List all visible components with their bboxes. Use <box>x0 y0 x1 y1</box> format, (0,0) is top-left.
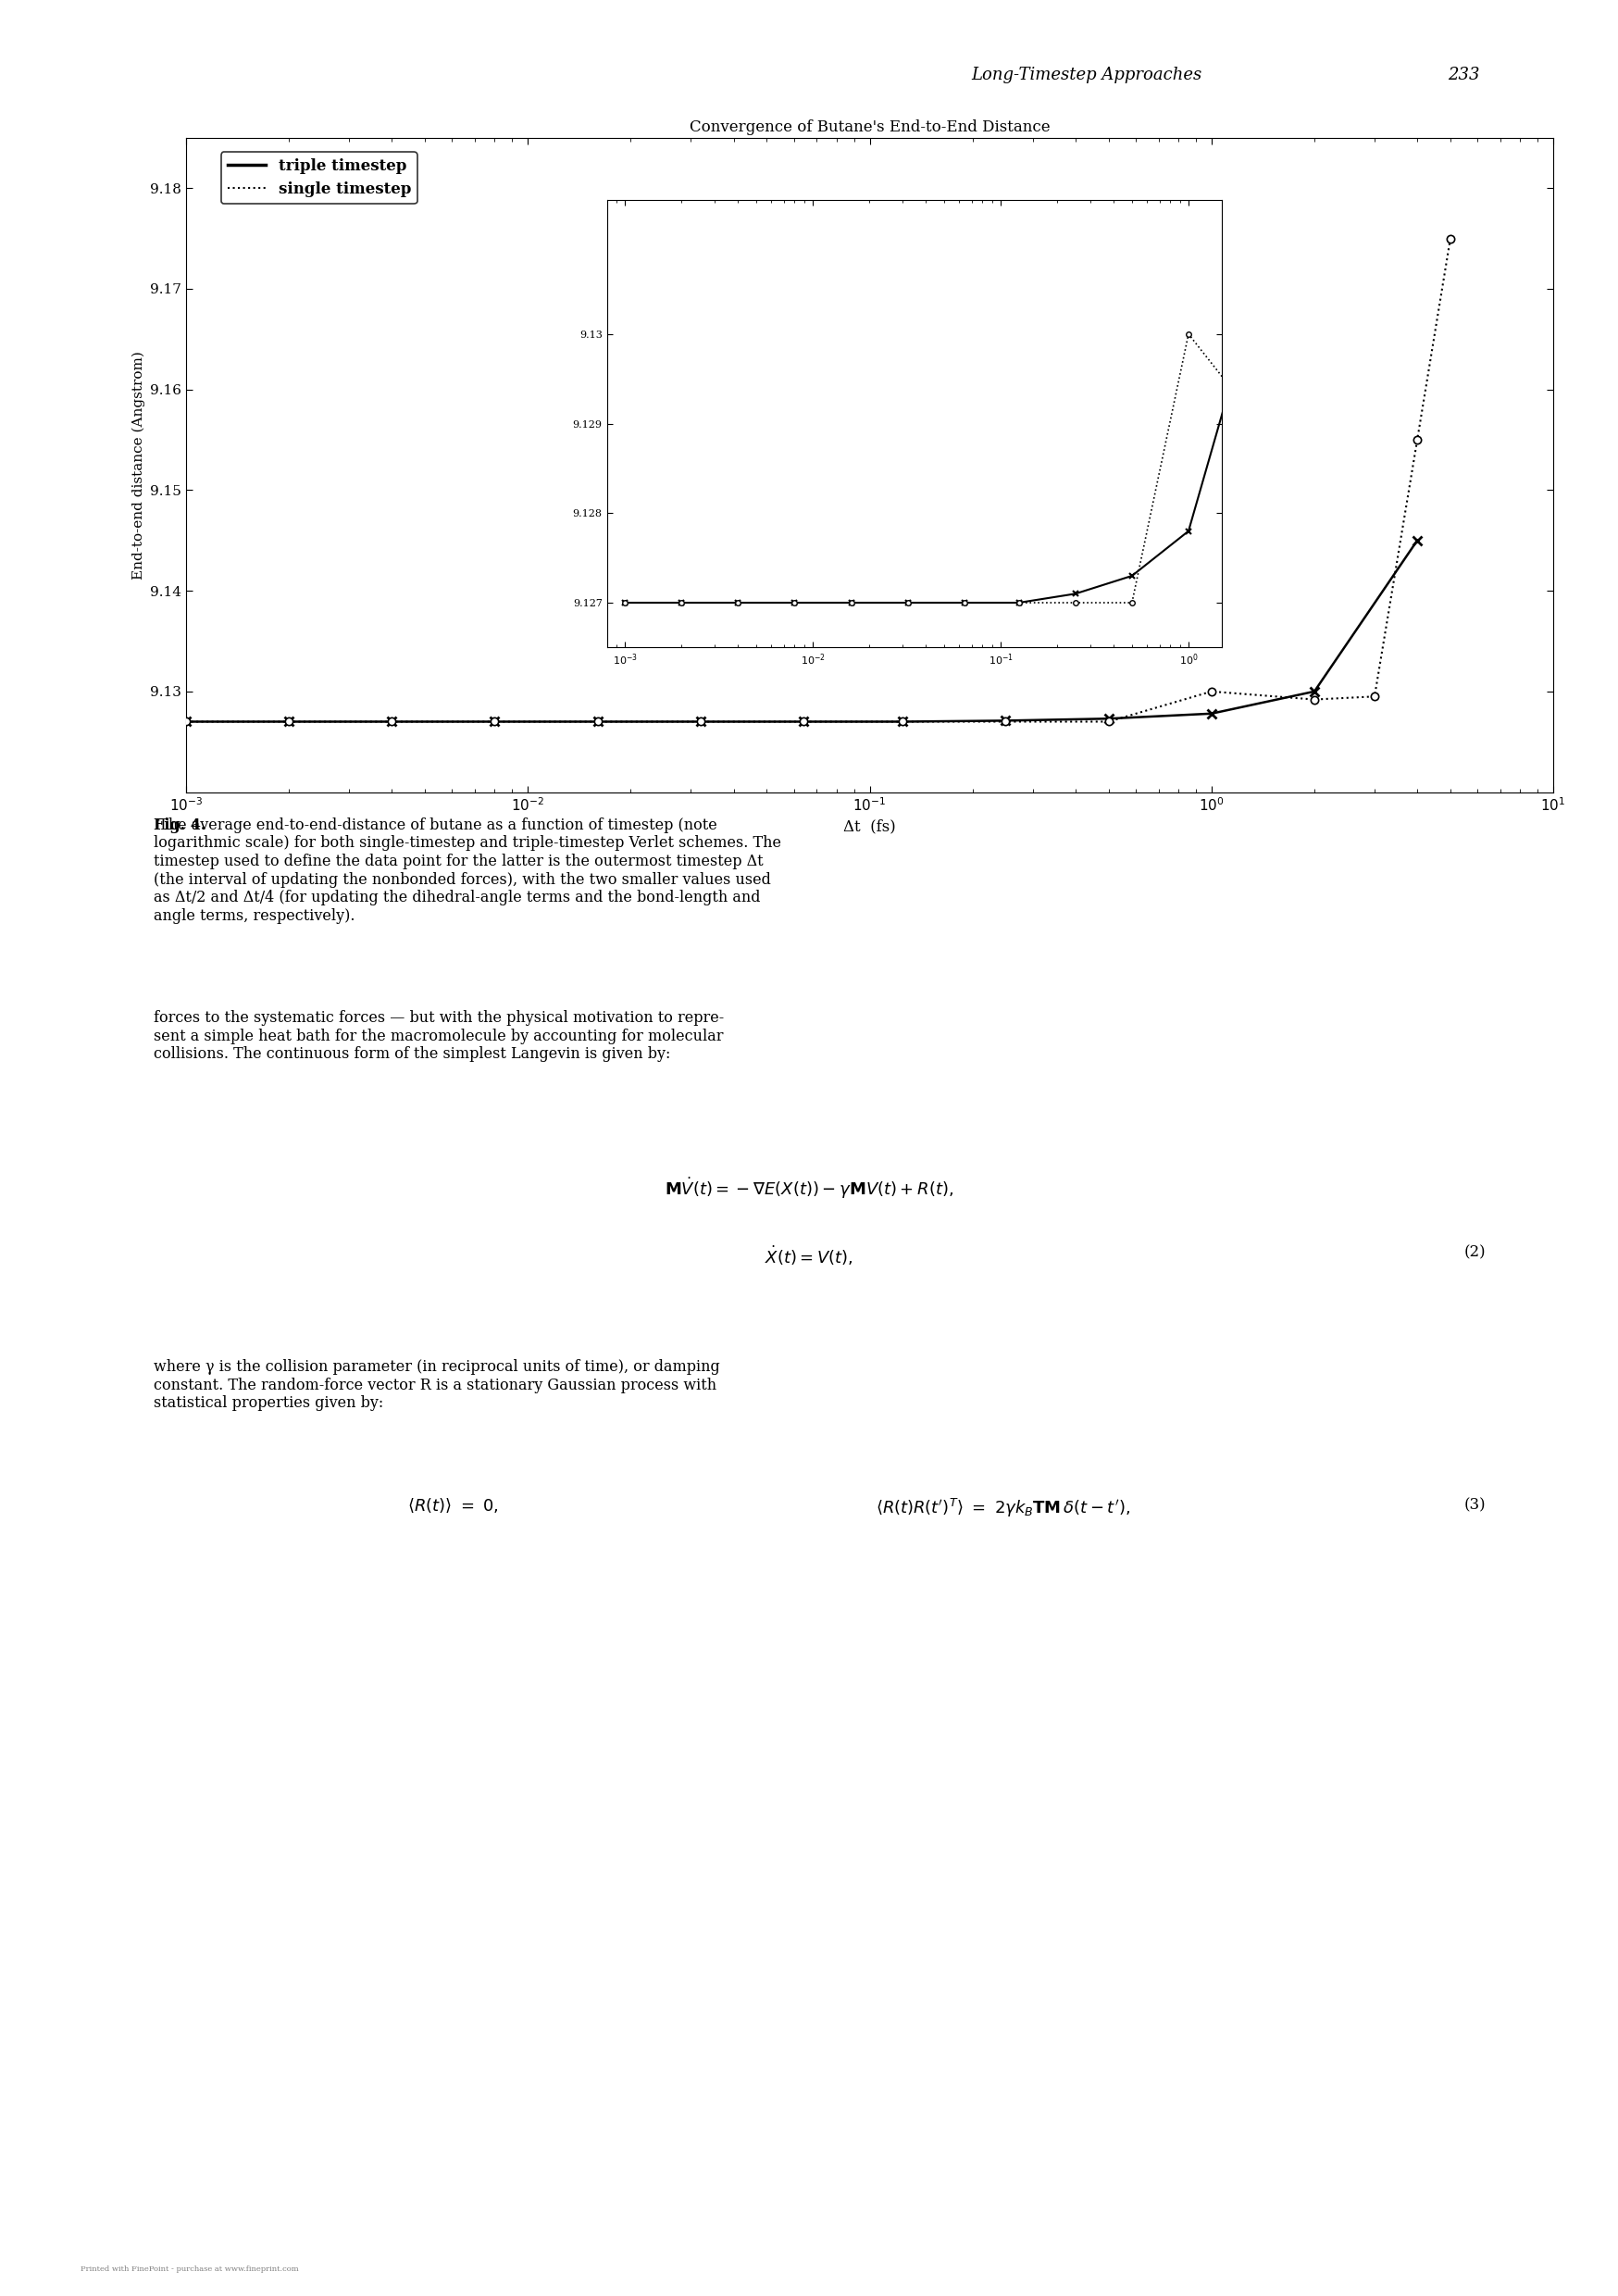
Text: $\dot{X}(t) = V(t),$: $\dot{X}(t) = V(t),$ <box>765 1244 853 1267</box>
Text: (2): (2) <box>1464 1244 1487 1261</box>
Text: Printed with FinePoint - purchase at www.fineprint.com: Printed with FinePoint - purchase at www… <box>81 2266 299 2273</box>
Legend: triple timestep, single timestep: triple timestep, single timestep <box>222 152 417 204</box>
Text: $\langle R(t)R(t')^T\rangle\ =\ 2\gamma k_B \mathbf{TM}\,\delta(t-t'),$: $\langle R(t)R(t')^T\rangle\ =\ 2\gamma … <box>875 1497 1131 1520</box>
Text: $\langle R(t)\rangle\ =\ 0,$: $\langle R(t)\rangle\ =\ 0,$ <box>408 1497 498 1515</box>
Text: The average end-to-end-distance of butane as a function of timestep (note
logari: The average end-to-end-distance of butan… <box>154 817 781 923</box>
X-axis label: Δt  (fs): Δt (fs) <box>843 820 896 836</box>
Text: $\mathbf{M}\dot{V}(t) = -\nabla E(X(t)) - \gamma\mathbf{M}V(t) + R(t),$: $\mathbf{M}\dot{V}(t) = -\nabla E(X(t)) … <box>665 1176 953 1201</box>
Text: Long-Timestep Approaches: Long-Timestep Approaches <box>971 67 1202 83</box>
Y-axis label: End-to-end distance (Angstrom): End-to-end distance (Angstrom) <box>131 351 146 579</box>
Text: 233: 233 <box>1448 67 1480 83</box>
Text: (3): (3) <box>1464 1497 1487 1513</box>
Title: Convergence of Butane's End-to-End Distance: Convergence of Butane's End-to-End Dista… <box>689 119 1050 135</box>
Text: where γ is the collision parameter (in reciprocal units of time), or damping
con: where γ is the collision parameter (in r… <box>154 1359 720 1412</box>
Text: Fig. 4.: Fig. 4. <box>154 817 205 833</box>
Text: forces to the systematic forces — but with the physical motivation to repre-
sen: forces to the systematic forces — but wi… <box>154 1010 725 1063</box>
